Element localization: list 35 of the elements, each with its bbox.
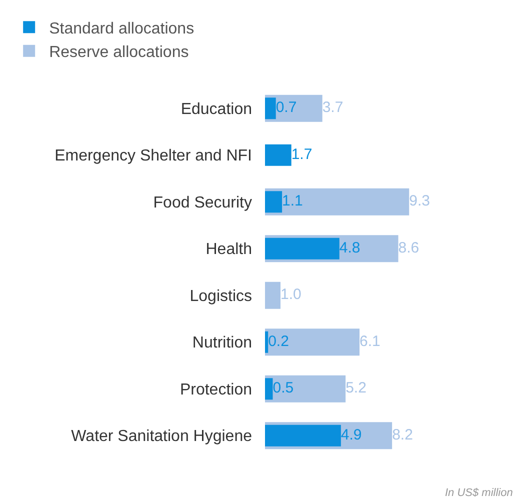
text: In US$ million: [445, 487, 513, 499]
data-label: 1.0: [280, 286, 302, 304]
y-tick-label: Water Sanitation Hygiene: [71, 428, 252, 446]
legend-label: Standard allocations: [49, 20, 194, 38]
bar: [265, 191, 282, 213]
data-label: 4.8: [339, 239, 360, 256]
data-label: 8.2: [392, 426, 413, 444]
bar: [265, 98, 276, 120]
bar: [265, 331, 268, 353]
y-tick-label: Food Security: [153, 194, 252, 212]
bar: [265, 282, 280, 309]
data-label: 0.2: [268, 332, 289, 350]
data-label: 0.5: [272, 380, 294, 397]
data-label: 8.6: [398, 239, 420, 256]
data-label: 9.3: [409, 192, 430, 210]
y-tick-label: Health: [206, 241, 252, 258]
y-tick-label: Emergency Shelter and NFI: [54, 148, 252, 165]
y-tick-label: Education: [180, 100, 252, 118]
data-label: 5.2: [346, 380, 366, 397]
data-label: 6.1: [360, 332, 380, 350]
data-label: 3.7: [322, 99, 344, 116]
data-label: 4.9: [340, 426, 362, 444]
bar: [265, 238, 340, 260]
bar: [265, 378, 273, 400]
bar: [265, 144, 292, 166]
bar: [265, 328, 360, 356]
data-label: 1.1: [282, 192, 303, 210]
data-label: 1.7: [291, 146, 312, 163]
bar: [265, 375, 346, 402]
y-tick-label: Logistics: [190, 288, 252, 305]
data-label: 0.7: [276, 99, 297, 116]
y-tick-label: Protection: [180, 381, 252, 398]
bar: [265, 424, 341, 446]
y-tick-label: Nutrition: [192, 334, 252, 352]
legend-label: Reserve allocations: [49, 44, 189, 62]
